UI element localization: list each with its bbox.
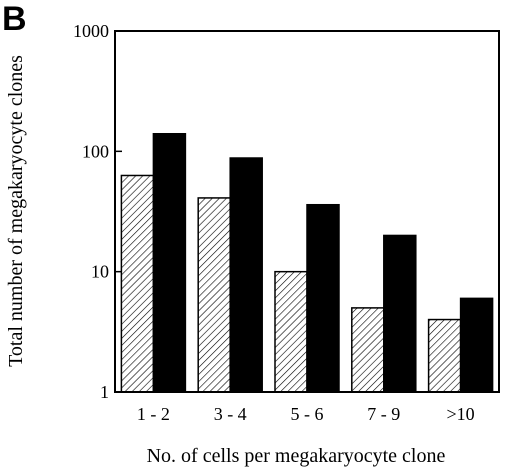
x-tick-label: 5 - 6	[291, 404, 324, 424]
panel-label: B	[2, 0, 27, 38]
x-axis-label: No. of cells per megakaryocyte clone	[147, 445, 446, 467]
x-tick-label: >10	[447, 404, 475, 424]
x-tick-label: 7 - 9	[367, 404, 400, 424]
bar-hatched	[120, 174, 155, 393]
plot-frame	[114, 30, 500, 393]
bar-solid	[229, 157, 263, 393]
bar-solid	[306, 203, 340, 393]
y-tick-label: 1	[100, 382, 109, 402]
x-tick-label: 3 - 4	[214, 404, 247, 424]
y-axis-label: Total number of megakaryocyte clones	[5, 55, 27, 367]
bar-hatched	[274, 270, 308, 393]
x-tick-label: 1 - 2	[137, 404, 170, 424]
bar-hatched	[197, 197, 231, 393]
bar-hatched	[427, 318, 462, 393]
y-tick-label: 1000	[73, 21, 109, 41]
y-tick-label: 10	[91, 262, 109, 282]
bar-solid	[383, 234, 417, 393]
bar-solid	[152, 132, 187, 393]
bar-hatched	[351, 307, 385, 393]
bar-solid	[459, 297, 494, 393]
y-tick-label: 100	[82, 141, 109, 161]
